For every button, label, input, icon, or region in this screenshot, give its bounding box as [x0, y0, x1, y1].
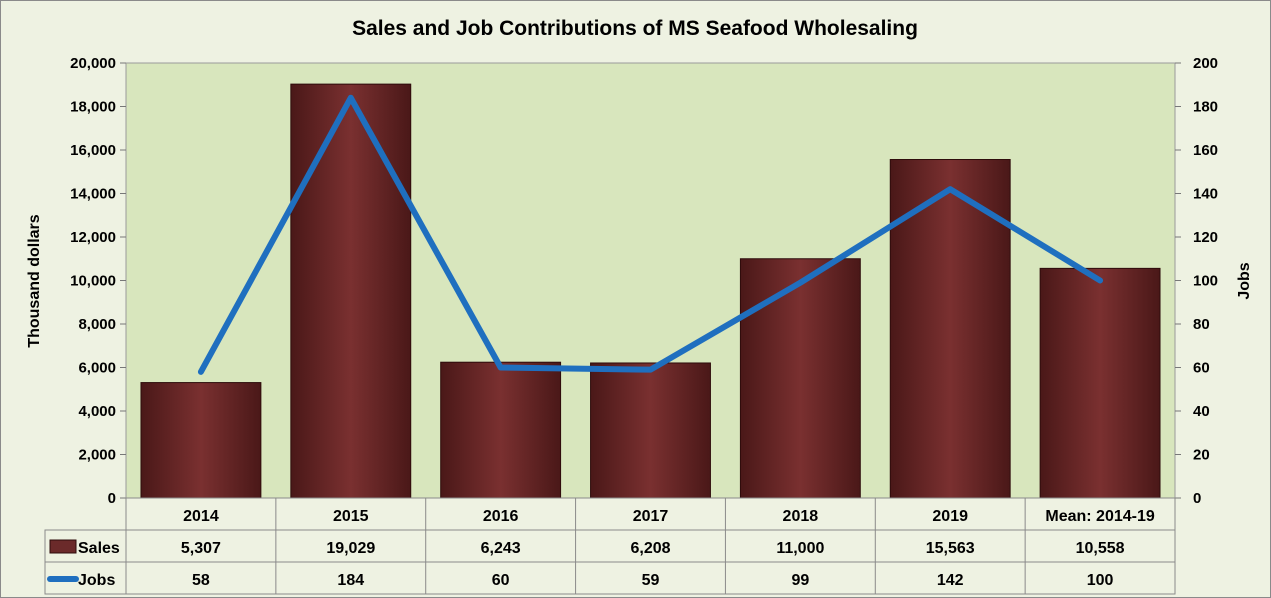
y2-tick-label: 120: [1193, 229, 1218, 246]
x-category-label: Mean: 2014-19: [1045, 508, 1154, 525]
sales-bar: [140, 382, 262, 499]
sales-legend-label: Sales: [78, 540, 120, 557]
y2-tick-label: 100: [1193, 273, 1218, 290]
y2-tick-label: 40: [1193, 403, 1210, 420]
y-axis-title: Thousand dollars: [26, 214, 43, 347]
jobs-value-label: 100: [1087, 572, 1114, 589]
y-tick-label: 10,000: [70, 273, 116, 290]
y-tick-label: 16,000: [70, 142, 116, 159]
sales-legend-key: [49, 539, 77, 554]
y2-tick-label: 0: [1193, 490, 1201, 507]
x-category-label: 2018: [783, 508, 819, 525]
y-tick-label: 12,000: [70, 229, 116, 246]
sales-value-label: 15,563: [926, 540, 975, 557]
y2-tick-label: 160: [1193, 142, 1218, 159]
y-tick-label: 2,000: [78, 447, 116, 464]
jobs-value-label: 99: [791, 572, 809, 589]
y-tick-label: 20,000: [70, 55, 116, 72]
x-category-label: 2017: [633, 508, 669, 525]
jobs-value-label: 142: [937, 572, 964, 589]
y2-tick-label: 180: [1193, 99, 1218, 116]
x-category-label: 2016: [483, 508, 519, 525]
chart-title: Sales and Job Contributions of MS Seafoo…: [352, 17, 918, 40]
x-category-label: 2019: [932, 508, 968, 525]
jobs-point: [499, 366, 503, 369]
jobs-point: [649, 368, 652, 372]
y2-tick-label: 80: [1193, 316, 1210, 333]
jobs-point: [798, 281, 802, 285]
sales-value-label: 5,307: [181, 540, 221, 557]
sales-bar: [739, 258, 861, 499]
jobs-value-label: 184: [337, 572, 364, 589]
y-tick-label: 18,000: [70, 99, 116, 116]
x-category-label: 2015: [333, 508, 369, 525]
y-tick-label: 4,000: [78, 403, 116, 420]
sales-value-label: 6,208: [630, 540, 670, 557]
sales-value-label: 19,029: [326, 540, 375, 557]
y-tick-label: 0: [108, 490, 116, 507]
y-tick-label: 8,000: [78, 316, 116, 333]
sales-bar: [440, 361, 562, 499]
y-tick-label: 6,000: [78, 360, 116, 377]
jobs-value-label: 60: [492, 572, 510, 589]
jobs-legend-label: Jobs: [78, 572, 115, 589]
sales-bar: [1039, 267, 1161, 499]
sales-value-label: 10,558: [1076, 540, 1125, 557]
sales-bar: [290, 83, 412, 499]
y2-tick-label: 140: [1193, 186, 1218, 203]
jobs-value-label: 59: [642, 572, 660, 589]
y2-axis-title: Jobs: [1236, 262, 1253, 299]
jobs-value-label: 58: [192, 572, 210, 589]
sales-bar: [889, 159, 1011, 499]
sales-bar: [590, 362, 711, 499]
jobs-point: [1098, 279, 1102, 282]
y2-tick-label: 200: [1193, 55, 1218, 72]
jobs-point: [948, 187, 952, 191]
y-tick-label: 14,000: [70, 186, 116, 203]
x-category-label: 2014: [183, 508, 219, 525]
y2-tick-label: 20: [1193, 447, 1210, 464]
sales-value-label: 6,243: [481, 540, 521, 557]
jobs-point: [349, 96, 353, 100]
y2-tick-label: 60: [1193, 360, 1210, 377]
jobs-point: [199, 370, 203, 374]
sales-value-label: 11,000: [776, 540, 824, 557]
